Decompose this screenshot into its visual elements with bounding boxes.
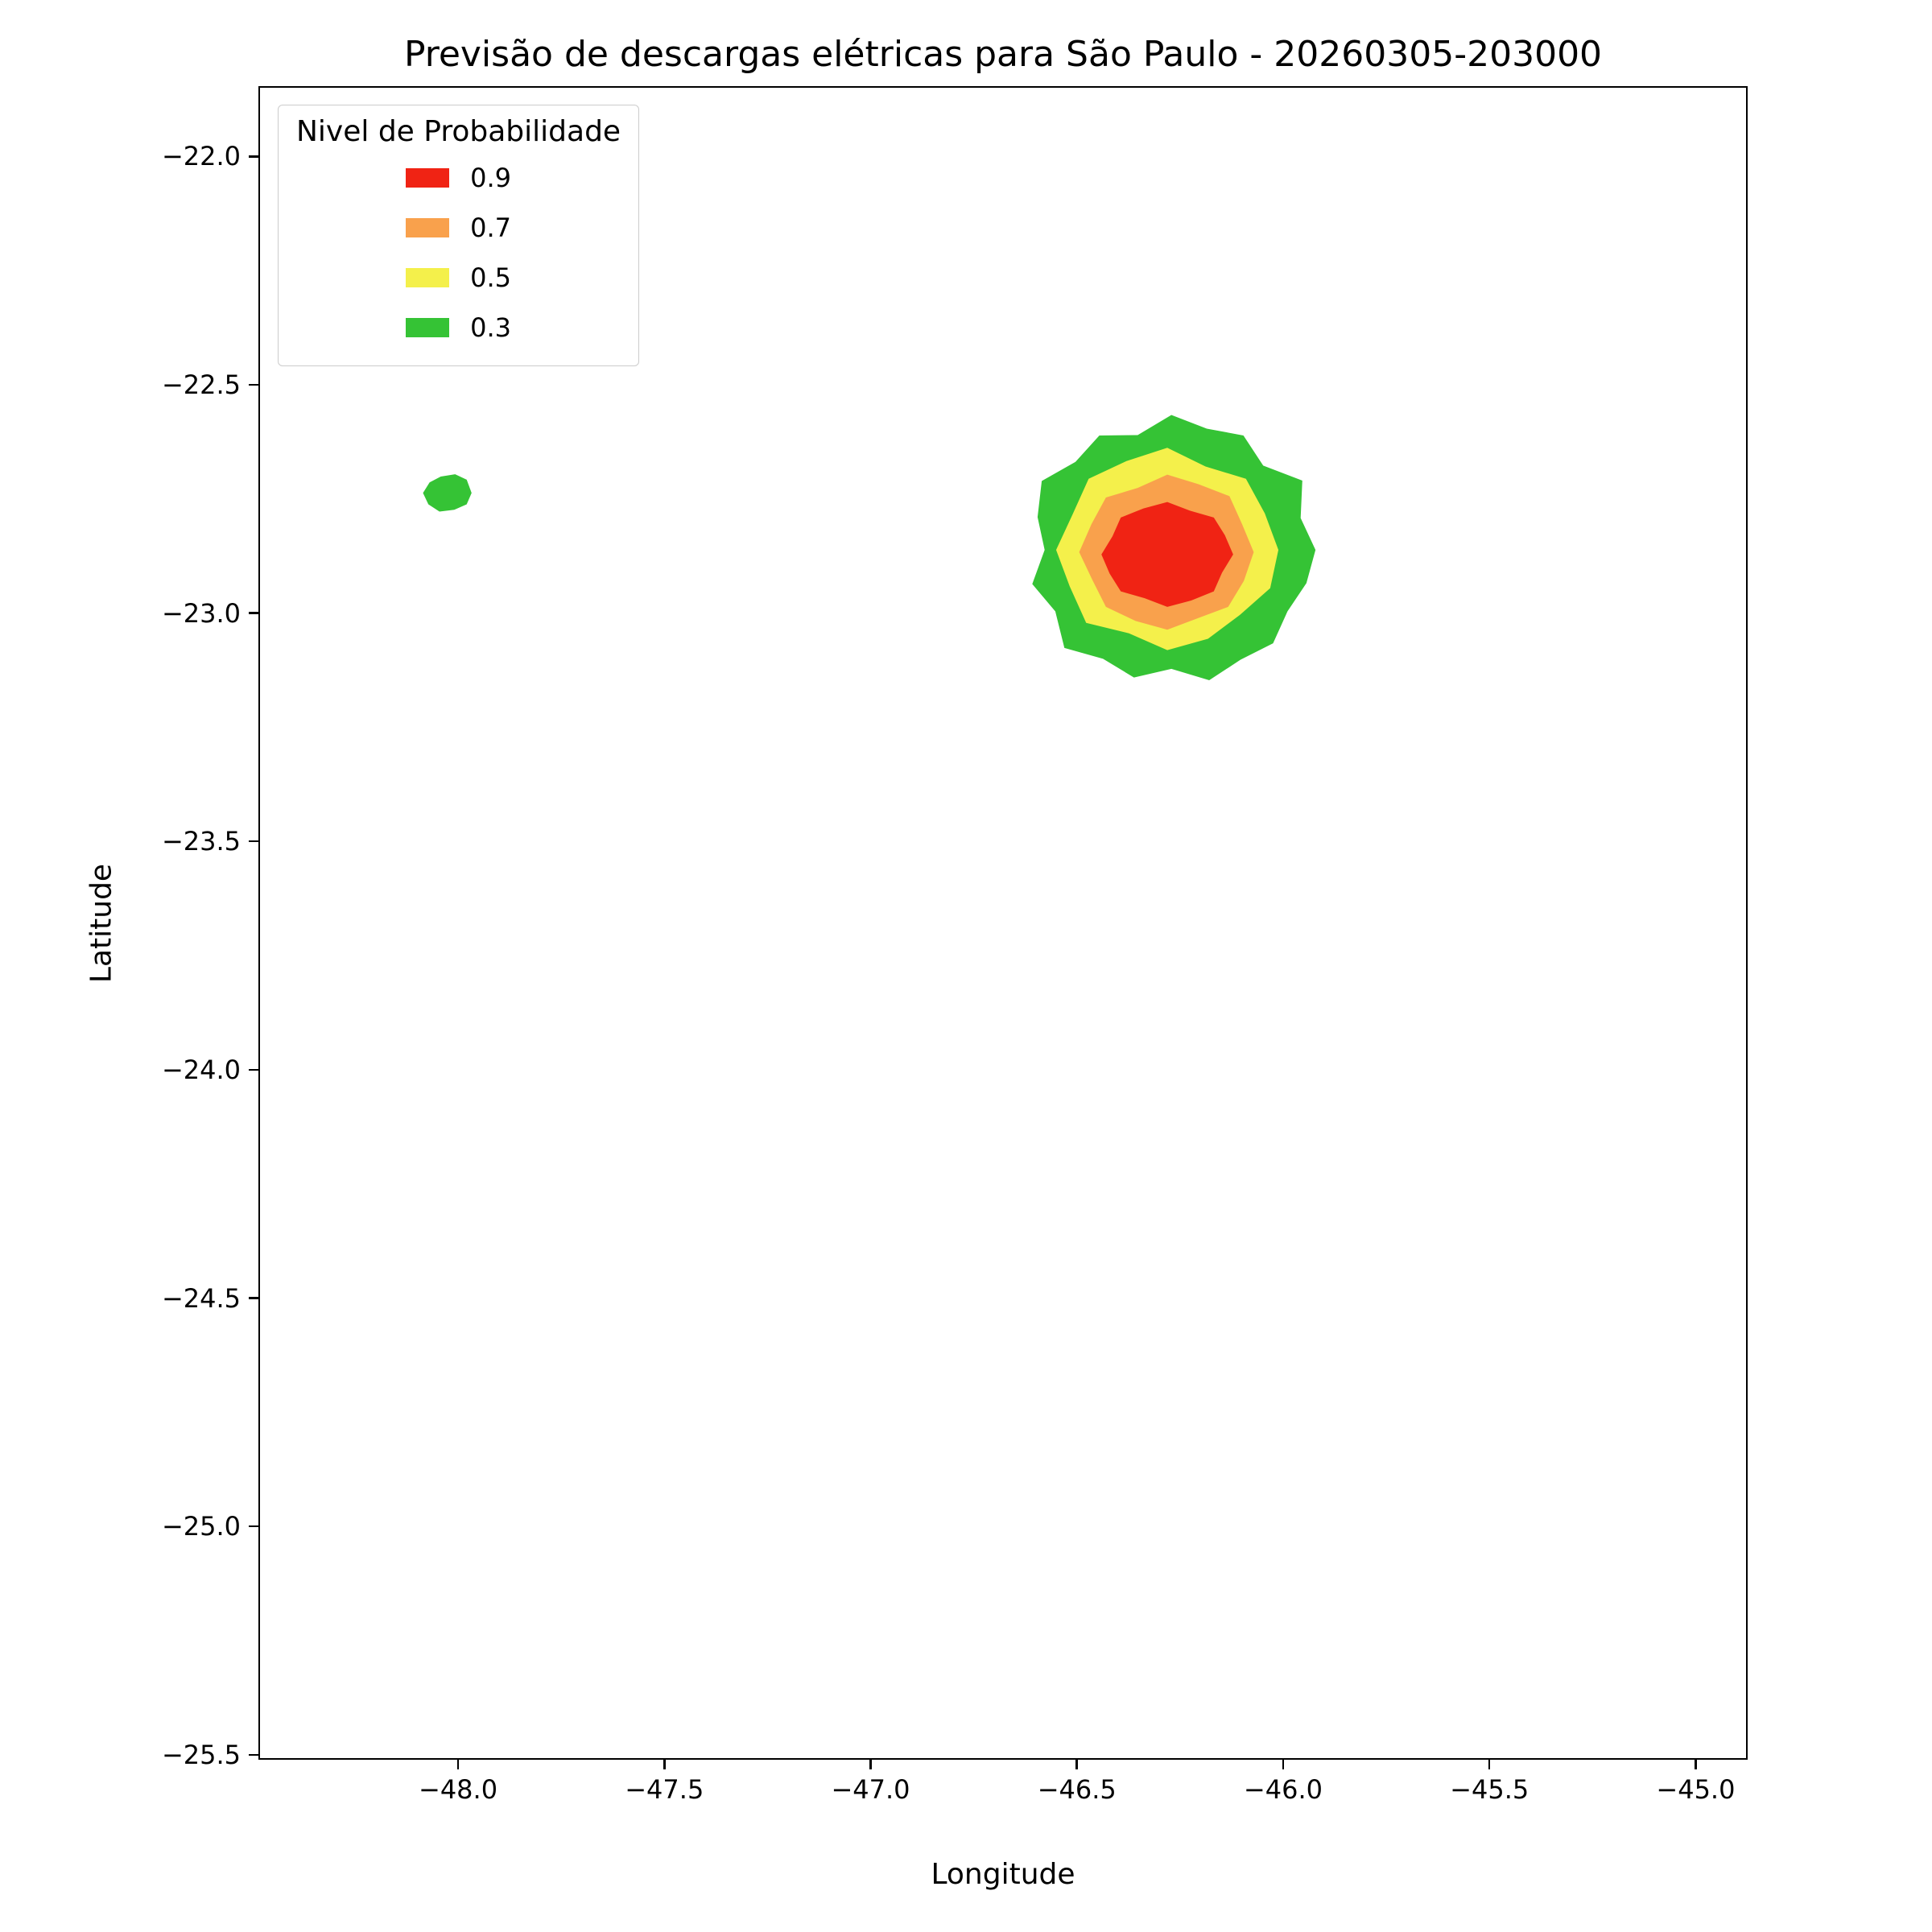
y-tick: [249, 1753, 258, 1756]
x-tick-label: −46.5: [1037, 1774, 1117, 1805]
x-tick-label: −47.0: [831, 1774, 910, 1805]
y-tick: [249, 383, 258, 386]
legend-swatch: [406, 268, 450, 287]
x-axis-label: Longitude: [931, 1858, 1075, 1891]
x-tick-label: −45.5: [1450, 1774, 1530, 1805]
legend-item: 0.5: [406, 253, 511, 303]
y-tick: [249, 840, 258, 843]
legend-title: Nivel de Probabilidade: [296, 115, 621, 148]
x-tick: [663, 1760, 666, 1769]
x-tick-label: −48.0: [419, 1774, 498, 1805]
legend-item-label: 0.9: [470, 163, 511, 193]
legend-item-label: 0.7: [470, 213, 511, 243]
legend: Nivel de Probabilidade 0.9 0.7 0.5 0.3: [278, 105, 640, 366]
x-tick: [1075, 1760, 1078, 1769]
legend-item: 0.3: [406, 303, 511, 353]
legend-items: 0.9 0.7 0.5 0.3: [406, 153, 511, 353]
y-tick-label: −25.0: [161, 1511, 241, 1542]
legend-item: 0.9: [406, 153, 511, 203]
chart-title: Previsão de descargas elétricas para São…: [403, 34, 1603, 75]
y-tick-label: −22.0: [161, 141, 241, 172]
x-tick: [1695, 1760, 1697, 1769]
contour-west-cell-level-0.3: [423, 474, 472, 512]
legend-item-label: 0.5: [470, 262, 511, 293]
legend-swatch: [406, 168, 450, 188]
y-axis-label: Latitude: [85, 863, 118, 984]
y-tick: [249, 155, 258, 158]
x-tick-label: −45.0: [1656, 1774, 1736, 1805]
legend-item: 0.7: [406, 203, 511, 253]
y-tick-label: −25.5: [161, 1739, 241, 1770]
x-tick: [1282, 1760, 1285, 1769]
y-tick: [249, 1525, 258, 1528]
y-tick: [249, 1068, 258, 1071]
x-tick-label: −47.5: [625, 1774, 704, 1805]
y-tick-label: −23.0: [161, 597, 241, 629]
y-tick-label: −24.5: [161, 1282, 241, 1314]
y-tick-label: −22.5: [161, 369, 241, 400]
legend-swatch: [406, 318, 450, 337]
x-tick: [869, 1760, 872, 1769]
legend-swatch: [406, 218, 450, 237]
x-tick: [456, 1760, 460, 1769]
contour-main-cell-level-0.9: [1101, 502, 1233, 607]
y-tick-label: −23.5: [161, 826, 241, 857]
x-tick-label: −46.0: [1243, 1774, 1323, 1805]
plot-svg: [423, 415, 1316, 680]
y-tick: [249, 612, 258, 614]
y-tick: [249, 1297, 258, 1299]
x-tick: [1488, 1760, 1491, 1769]
legend-item-label: 0.3: [470, 312, 511, 343]
y-tick-label: −24.0: [161, 1054, 241, 1085]
